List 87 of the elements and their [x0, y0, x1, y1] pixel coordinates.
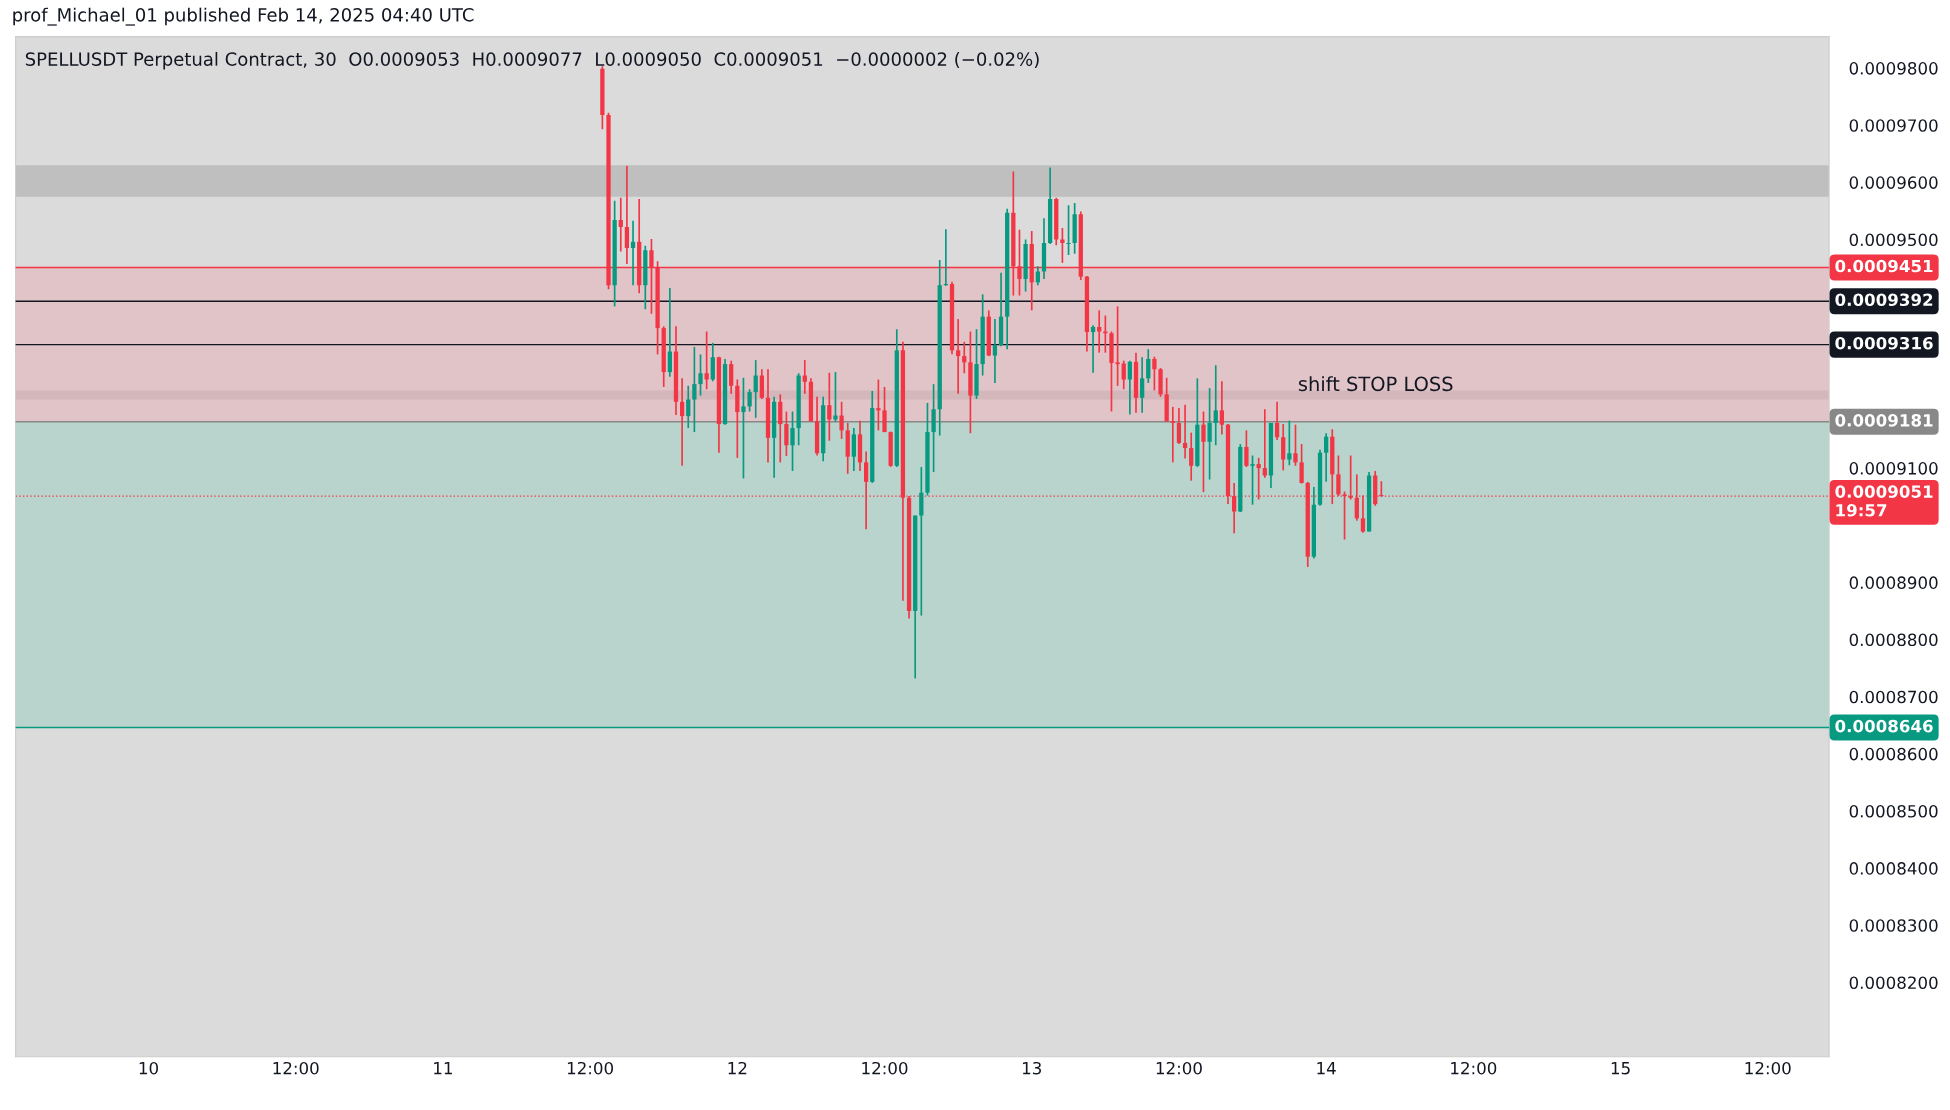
candlestick	[1121, 359, 1126, 391]
candlestick	[784, 410, 789, 457]
candlestick	[618, 196, 623, 253]
candlestick	[882, 386, 887, 433]
candlestick	[698, 353, 703, 397]
y-tick-label: 0.0008600	[1849, 747, 1938, 761]
candlestick	[1066, 204, 1071, 256]
candlestick	[955, 318, 961, 395]
candlestick	[1324, 432, 1329, 483]
candlestick	[747, 388, 752, 413]
x-tick-label: 15	[1611, 1062, 1630, 1075]
candlestick	[1182, 403, 1188, 460]
y-tick-label: 0.0009700	[1849, 119, 1938, 132]
y-tick-label: 0.0008300	[1849, 919, 1938, 932]
candlestick	[1213, 364, 1218, 447]
candlestick	[790, 410, 795, 472]
candlestick	[1262, 408, 1267, 479]
candlestick	[704, 330, 709, 391]
ref-line-label: 0.0009392	[1835, 293, 1933, 307]
candlestick	[686, 384, 691, 429]
chart-title: prof_Michael_01 published Feb 14, 2025 04:40 UTC	[13, 7, 474, 26]
x-tick-label: 12:00	[1156, 1061, 1202, 1075]
y-tick-label: 0.0009100	[1849, 462, 1938, 475]
candlestick	[778, 393, 783, 464]
ref-line-label: 0.0009451	[1835, 259, 1933, 273]
y-tick-label: 0.0008200	[1849, 976, 1938, 989]
candlestick	[1250, 454, 1255, 506]
y-tick-label: 0.0009800	[1849, 62, 1938, 75]
y-tick-label: 0.0009600	[1849, 176, 1938, 189]
y-tick-label: 0.0008400	[1849, 862, 1938, 875]
x-tick-label: 12:00	[1451, 1061, 1497, 1075]
y-tick-label: 0.0008700	[1849, 690, 1938, 704]
candlestick	[833, 371, 838, 423]
x-tick-label: 12:00	[862, 1061, 908, 1075]
candlestick	[1127, 359, 1133, 416]
ref-line-label: 0.0009316	[1835, 336, 1933, 350]
candlestick	[1097, 309, 1102, 354]
ref-line-label: 0.0009181	[1835, 414, 1933, 427]
candlestick	[759, 368, 764, 400]
candlestick	[1090, 324, 1096, 374]
candlestick	[851, 427, 856, 472]
candlestick	[1281, 423, 1286, 472]
candlestick	[992, 318, 998, 384]
x-tick-label: 11	[434, 1062, 452, 1075]
candlestick	[1201, 410, 1206, 493]
candlestick	[1274, 400, 1280, 441]
candlestick	[729, 359, 734, 395]
x-tick-label: 10	[139, 1061, 158, 1075]
candlestick	[1293, 423, 1298, 467]
candlestick	[1139, 356, 1145, 414]
candlestick	[1299, 443, 1304, 485]
candlestick	[741, 376, 746, 480]
x-tick-label: 12:00	[273, 1061, 319, 1075]
text: SPELLUSDT Perpetual Contract, 30 O0.0009053 H0.0009077 L0.0009050 C0.0009051 −0.0000002 (−0.02%)	[25, 51, 1039, 70]
candlestick	[827, 371, 832, 442]
ref-line-label: 0.0008646	[1835, 719, 1933, 733]
candlestick	[1244, 429, 1249, 468]
candlestick	[1219, 380, 1225, 436]
candlestick	[1146, 348, 1151, 384]
x-tick-label: 12	[728, 1061, 747, 1075]
x-tick-label: 13	[1022, 1061, 1041, 1075]
candlestick	[1152, 355, 1157, 392]
x-tick-label: 12:00	[567, 1061, 614, 1075]
candlestick	[876, 378, 881, 432]
candlestick	[1189, 431, 1194, 482]
candlestick	[919, 466, 924, 617]
candlestick	[1176, 407, 1182, 445]
candlestick	[624, 164, 630, 265]
x-tick-label: 14	[1317, 1062, 1336, 1075]
y-tick-label: 0.0008800	[1849, 633, 1938, 647]
candlestick	[1060, 227, 1065, 264]
candlestick	[679, 377, 685, 467]
band-label: shift STOP LOSS	[1298, 376, 1453, 392]
y-tick-label: 0.0009500	[1849, 233, 1938, 247]
candlestick	[692, 346, 697, 433]
candlestick	[1287, 419, 1292, 467]
y-tick-label: 0.0008500	[1849, 804, 1938, 818]
candlestick	[931, 383, 936, 473]
ref-line-label: 0.0009051 19:57	[1835, 485, 1933, 517]
y-tick-label: 0.0008900	[1849, 576, 1938, 589]
x-tick-label: 12:00	[1745, 1061, 1791, 1075]
candlestick	[667, 287, 672, 378]
candlestick	[1170, 406, 1175, 464]
candlestick	[753, 359, 758, 419]
candlestick	[710, 342, 715, 383]
candlestick	[1207, 387, 1212, 481]
candlestick	[839, 400, 844, 440]
